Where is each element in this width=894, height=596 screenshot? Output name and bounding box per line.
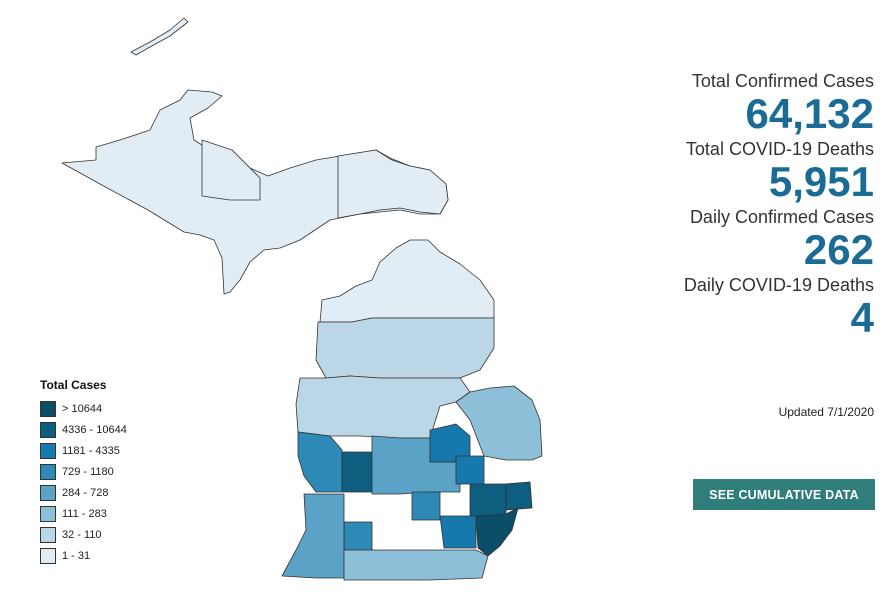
legend-swatch xyxy=(40,505,56,522)
legend-label: 32 - 110 xyxy=(62,528,102,541)
michigan-map xyxy=(61,17,543,581)
legend-label: 111 - 283 xyxy=(62,507,107,520)
county-ingham[interactable] xyxy=(411,491,441,521)
county-genesee[interactable] xyxy=(429,423,471,463)
stat-daily-cases-value: 262 xyxy=(803,226,874,273)
county-genesee-east[interactable] xyxy=(455,455,485,485)
legend-item: 1 - 31 xyxy=(40,545,127,566)
county-ottawa-muskegon[interactable] xyxy=(297,431,343,493)
legend-swatch xyxy=(40,484,56,501)
legend-swatch xyxy=(40,442,56,459)
stat-total-deaths-value: 5,951 xyxy=(768,158,874,205)
legend-label: 729 - 1180 xyxy=(62,465,114,478)
legend-title: Total Cases xyxy=(40,378,107,392)
county-upper-peninsula-east[interactable] xyxy=(337,149,449,219)
legend-swatch xyxy=(40,526,56,543)
legend-label: 1 - 31 xyxy=(62,549,91,562)
legend-swatch xyxy=(40,463,56,480)
county-south-central[interactable] xyxy=(371,435,461,495)
stat-total-cases-label: Total Confirmed Cases xyxy=(691,71,874,91)
county-marquette[interactable] xyxy=(201,139,261,201)
legend-item: 284 - 728 xyxy=(40,482,127,503)
county-isle-royale[interactable] xyxy=(130,17,189,56)
county-washtenaw[interactable] xyxy=(439,515,477,549)
legend-swatch xyxy=(40,421,56,438)
legend-item: > 10644 xyxy=(40,398,127,419)
legend-item: 32 - 110 xyxy=(40,524,127,545)
legend-label: > 10644 xyxy=(62,402,103,415)
stat-daily-deaths-value: 4 xyxy=(850,294,874,341)
stat-total-cases-value: 64,132 xyxy=(745,90,874,137)
stat-daily-cases-label: Daily Confirmed Cases xyxy=(689,207,874,227)
county-south-border[interactable] xyxy=(343,549,489,581)
county-kalamazoo[interactable] xyxy=(343,521,373,551)
county-macomb[interactable] xyxy=(505,481,533,511)
legend-label: 284 - 728 xyxy=(62,486,109,499)
legend: Total Cases > 10644 4336 - 10644 1181 - 43… xyxy=(40,378,127,566)
county-northern-lower-mid[interactable] xyxy=(315,317,495,379)
legend-label: 1181 - 4335 xyxy=(62,444,120,457)
county-oakland[interactable] xyxy=(469,483,507,517)
legend-label: 4336 - 10644 xyxy=(62,423,127,436)
legend-item: 111 - 283 xyxy=(40,503,127,524)
county-northern-lower[interactable] xyxy=(319,239,495,323)
county-southwest[interactable] xyxy=(281,493,345,579)
legend-item: 729 - 1180 xyxy=(40,461,127,482)
stat-total-deaths-label: Total COVID-19 Deaths xyxy=(685,139,874,159)
county-thumb[interactable] xyxy=(455,385,543,461)
legend-swatch xyxy=(40,400,56,417)
legend-item: 4336 - 10644 xyxy=(40,419,127,440)
see-cumulative-data-button[interactable]: SEE CUMULATIVE DATA xyxy=(693,479,875,510)
stats-panel: Total Confirmed Cases 64,132 Total COVID… xyxy=(614,70,874,342)
updated-date: Updated 7/1/2020 xyxy=(778,405,874,419)
legend-item: 1181 - 4335 xyxy=(40,440,127,461)
stat-daily-deaths-label: Daily COVID-19 Deaths xyxy=(683,275,874,295)
legend-swatch xyxy=(40,547,56,564)
county-wayne[interactable] xyxy=(475,507,519,557)
county-kent[interactable] xyxy=(341,451,373,493)
